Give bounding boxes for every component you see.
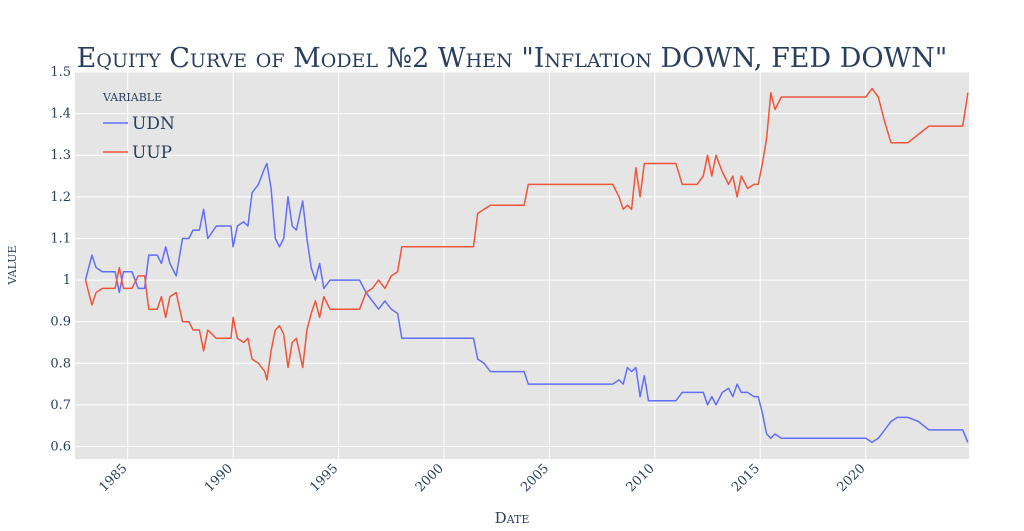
y-tick-label: 1.1 (50, 231, 71, 246)
legend-title: variable (102, 87, 162, 105)
series-layer (84, 87, 969, 444)
y-tick-label: 0.6 (50, 440, 71, 455)
legend-item-uup[interactable]: UUP (103, 143, 172, 163)
legend-label-udn: UDN (132, 114, 175, 134)
x-axis-ticks: 1985 1990 1995 2000 2005 2010 2015 2020 (97, 461, 869, 495)
x-tick-label: 2000 (413, 461, 447, 495)
x-tick-label: 1995 (307, 461, 341, 495)
legend-label-uup: UUP (132, 143, 172, 163)
x-tick-label: 2005 (518, 461, 552, 495)
gridlines (75, 71, 969, 459)
x-tick-label: 2015 (729, 461, 763, 495)
y-tick-label: 0.7 (50, 398, 71, 413)
x-tick-label: 2020 (835, 461, 869, 495)
x-axis-title: Date (495, 509, 530, 527)
legend: variable UDN UUP (102, 87, 175, 163)
y-tick-label: 0.8 (50, 356, 71, 371)
y-tick-label: 1 (63, 273, 71, 288)
y-tick-label: 1.5 (50, 65, 71, 80)
chart-title: Equity Curve of Model №2 When "Inflation… (77, 43, 948, 74)
y-axis-ticks: 0.6 0.7 0.8 0.9 1 1.1 1.2 1.3 1.4 1.5 (50, 65, 71, 455)
y-tick-label: 0.9 (50, 315, 71, 330)
plot-background (75, 72, 969, 459)
series-line-uup (84, 87, 969, 381)
y-tick-label: 1.4 (50, 107, 71, 122)
y-tick-label: 1.3 (50, 148, 71, 163)
x-tick-label: 1990 (202, 461, 236, 495)
x-tick-label: 2010 (624, 461, 658, 495)
y-axis-title: value (2, 245, 20, 285)
legend-item-udn[interactable]: UDN (103, 114, 175, 134)
y-tick-label: 1.2 (50, 190, 71, 205)
series-line-udn (84, 162, 969, 444)
x-tick-label: 1985 (97, 461, 131, 495)
